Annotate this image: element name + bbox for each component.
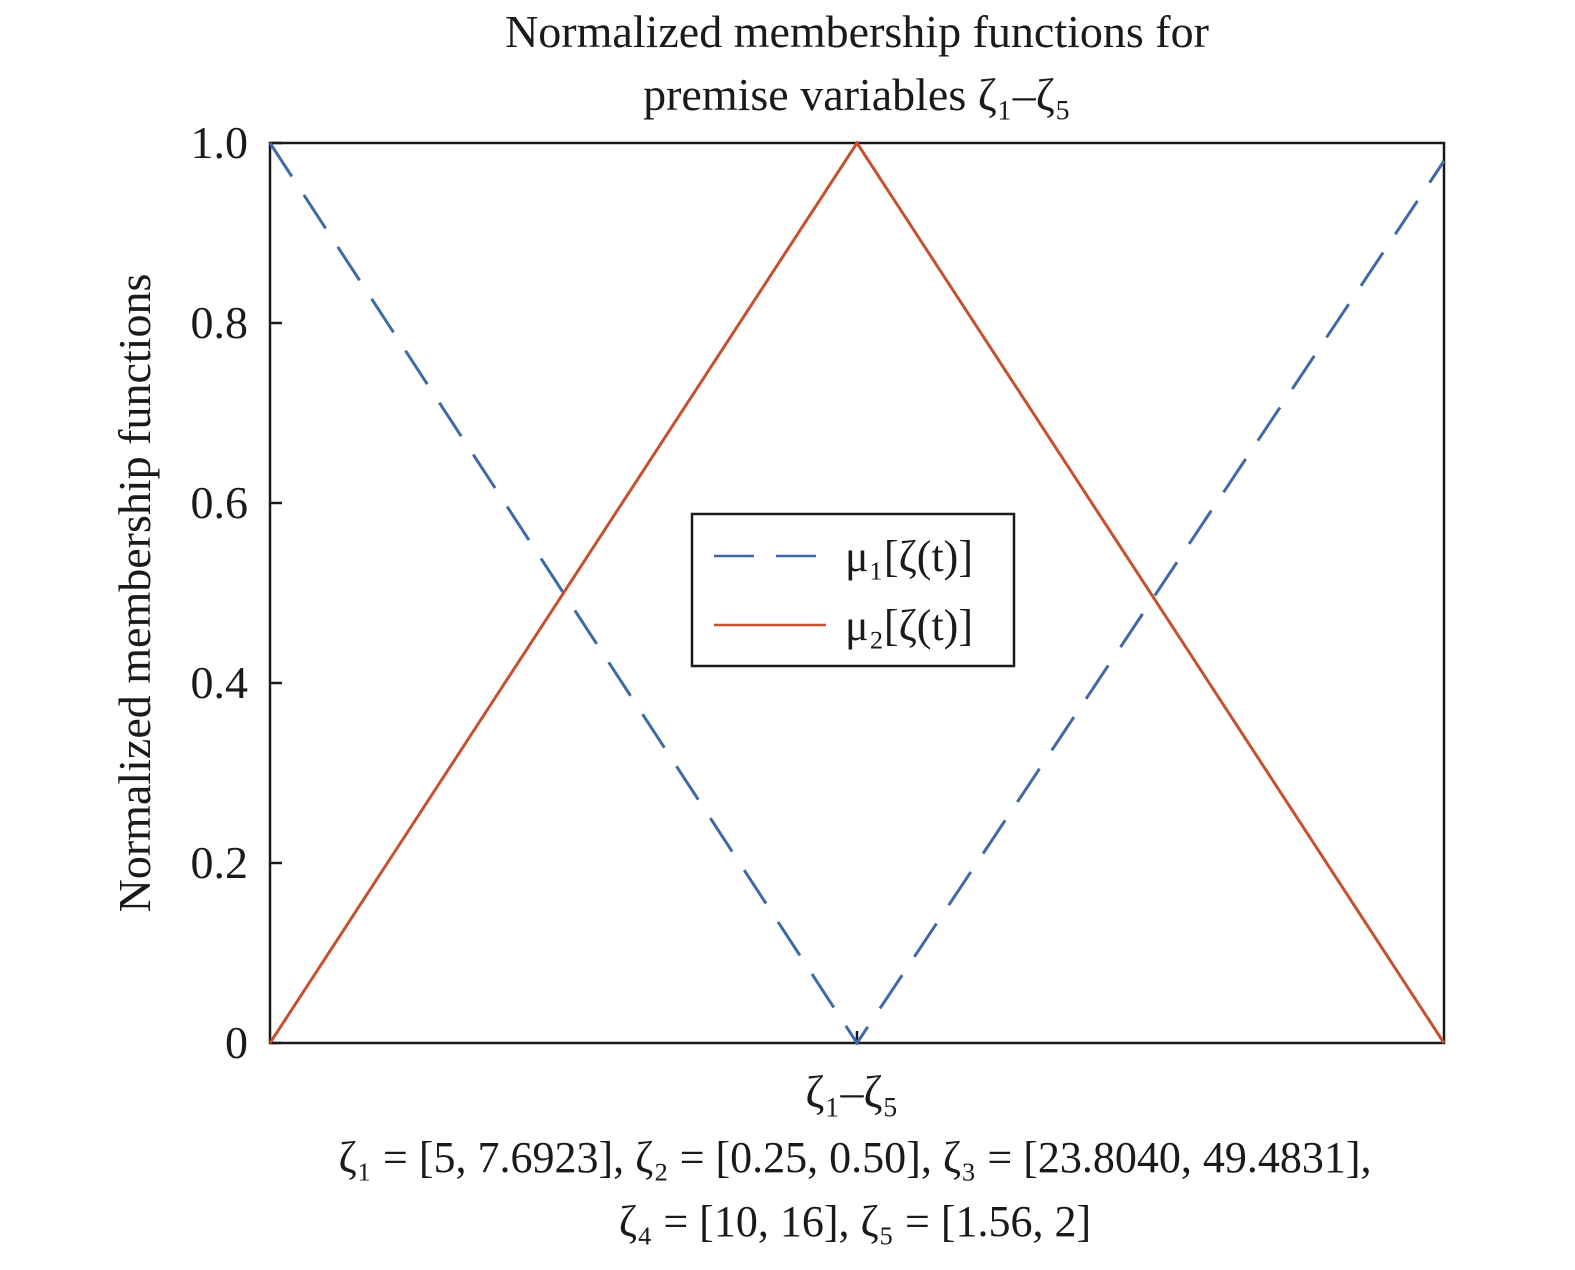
series-line-1	[268, 142, 1446, 1046]
y-tick-label: 1.0	[191, 117, 249, 168]
parameter-note-line-2: ζ₄ = [10, 16], ζ₅ = [1.56, 2]	[619, 1197, 1091, 1246]
legend: μ₁[ζ(t)] μ₂[ζ(t)]	[690, 512, 1016, 668]
series-layer	[268, 140, 1446, 1046]
y-axis-ticks: 0 0.2 0.4 0.6 0.8 1.0	[191, 117, 282, 1068]
series-line-2	[268, 140, 1446, 1044]
y-tick-label: 0.8	[191, 297, 249, 348]
chart-title-line-1: Normalized membership functions for	[505, 6, 1209, 57]
y-tick-label: 0	[225, 1017, 248, 1068]
legend-box	[690, 512, 1016, 668]
chart-title-line-2: premise variables ζ₁–ζ₅	[643, 69, 1071, 120]
legend-label-mu1: μ₁[ζ(t)]	[845, 532, 973, 581]
y-axis-label: Normalized membership functions	[109, 274, 160, 913]
legend-label-mu2: μ₂[ζ(t)]	[845, 601, 973, 650]
y-tick-label: 0.2	[191, 837, 249, 888]
x-axis-label: ζ₁–ζ₅	[805, 1066, 898, 1117]
y-tick-label: 0.4	[191, 657, 249, 708]
parameter-note-line-1: ζ₁ = [5, 7.6923], ζ₂ = [0.25, 0.50], ζ₃ …	[338, 1133, 1371, 1182]
y-tick-label: 0.6	[191, 477, 249, 528]
